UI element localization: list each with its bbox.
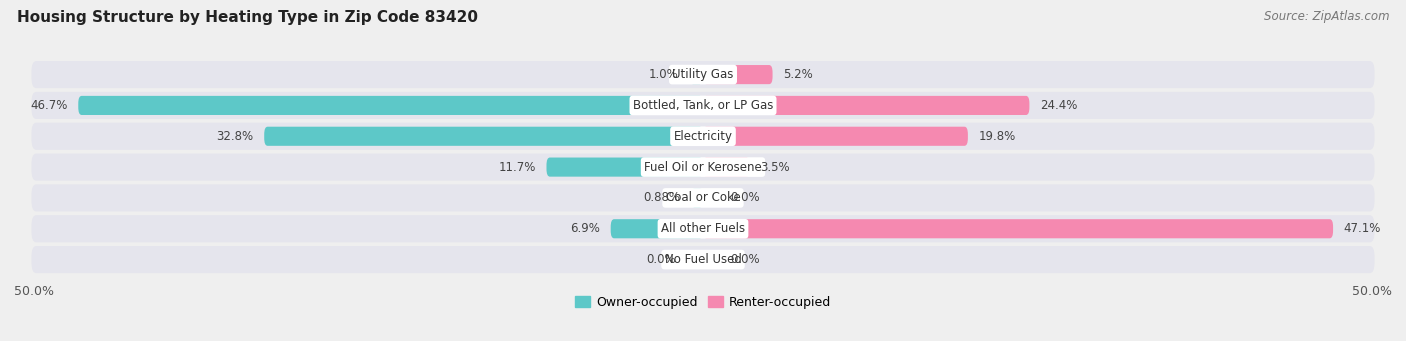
FancyBboxPatch shape [703,158,749,177]
FancyBboxPatch shape [703,219,1333,238]
Text: 47.1%: 47.1% [1344,222,1381,235]
Text: All other Fuels: All other Fuels [661,222,745,235]
FancyBboxPatch shape [31,92,1375,119]
Text: Bottled, Tank, or LP Gas: Bottled, Tank, or LP Gas [633,99,773,112]
FancyBboxPatch shape [31,153,1375,181]
FancyBboxPatch shape [547,158,703,177]
Text: 1.0%: 1.0% [650,68,679,81]
FancyBboxPatch shape [31,215,1375,242]
Text: 0.88%: 0.88% [644,191,681,204]
FancyBboxPatch shape [31,123,1375,150]
FancyBboxPatch shape [79,96,703,115]
Text: No Fuel Used: No Fuel Used [665,253,741,266]
FancyBboxPatch shape [610,219,703,238]
FancyBboxPatch shape [31,184,1375,211]
Text: Utility Gas: Utility Gas [672,68,734,81]
Text: Coal or Coke: Coal or Coke [665,191,741,204]
Text: 0.0%: 0.0% [730,253,759,266]
FancyBboxPatch shape [31,246,1375,273]
Text: 5.2%: 5.2% [783,68,813,81]
Text: Electricity: Electricity [673,130,733,143]
FancyBboxPatch shape [31,61,1375,88]
Text: 32.8%: 32.8% [217,130,253,143]
FancyBboxPatch shape [689,65,703,84]
FancyBboxPatch shape [703,65,772,84]
Text: 0.0%: 0.0% [730,191,759,204]
FancyBboxPatch shape [264,127,703,146]
Text: 46.7%: 46.7% [30,99,67,112]
Text: 19.8%: 19.8% [979,130,1015,143]
FancyBboxPatch shape [692,188,703,207]
Text: Source: ZipAtlas.com: Source: ZipAtlas.com [1264,10,1389,23]
Text: 3.5%: 3.5% [761,161,790,174]
FancyBboxPatch shape [703,96,1029,115]
Text: 24.4%: 24.4% [1040,99,1077,112]
FancyBboxPatch shape [703,127,967,146]
Text: 6.9%: 6.9% [569,222,600,235]
Text: 0.0%: 0.0% [647,253,676,266]
Legend: Owner-occupied, Renter-occupied: Owner-occupied, Renter-occupied [569,291,837,314]
Text: 11.7%: 11.7% [498,161,536,174]
Text: Housing Structure by Heating Type in Zip Code 83420: Housing Structure by Heating Type in Zip… [17,10,478,25]
Text: Fuel Oil or Kerosene: Fuel Oil or Kerosene [644,161,762,174]
